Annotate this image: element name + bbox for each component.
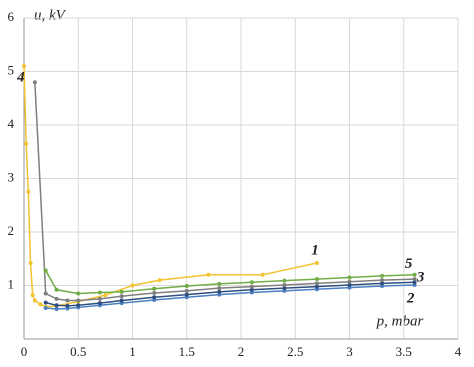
data-point	[54, 307, 59, 312]
y-tick-label: 1	[8, 276, 15, 291]
data-point	[76, 303, 81, 308]
data-point	[260, 272, 265, 277]
data-point	[347, 275, 352, 280]
x-tick-label: 1.5	[179, 344, 195, 359]
data-point	[152, 290, 157, 295]
data-point	[43, 268, 48, 273]
data-point	[43, 300, 48, 305]
data-point	[249, 287, 254, 292]
data-point	[380, 273, 385, 278]
data-point	[54, 303, 59, 308]
curve-label: 5	[405, 256, 413, 272]
data-point	[412, 272, 417, 277]
y-tick-label: 5	[8, 62, 15, 77]
data-point	[152, 295, 157, 300]
data-point	[130, 283, 135, 288]
x-tick-label: 0	[21, 344, 28, 359]
data-point	[314, 281, 319, 286]
curve-label: 4	[16, 70, 25, 86]
data-point	[97, 290, 102, 295]
data-point	[412, 277, 417, 282]
y-tick-label: 2	[8, 223, 15, 238]
data-point	[28, 261, 33, 266]
data-point	[54, 287, 59, 292]
series-line	[23, 66, 318, 308]
data-point	[103, 293, 108, 298]
series-line	[45, 270, 415, 295]
data-point	[119, 294, 124, 299]
y-tick-label: 6	[8, 9, 15, 24]
data-point	[38, 302, 43, 307]
data-point	[184, 288, 189, 293]
data-point	[32, 298, 37, 303]
x-tick-label: 2	[238, 344, 245, 359]
data-point	[314, 261, 319, 266]
data-point	[97, 296, 102, 301]
data-point	[380, 281, 385, 286]
data-point	[24, 141, 29, 146]
series-line	[34, 82, 415, 302]
data-point	[32, 80, 37, 85]
data-point	[43, 305, 48, 310]
data-point	[347, 282, 352, 287]
data-point	[412, 280, 417, 285]
data-point	[314, 277, 319, 282]
y-tick-label: 4	[8, 116, 15, 131]
data-point	[217, 281, 222, 286]
data-point	[217, 289, 222, 294]
data-point	[347, 279, 352, 284]
data-point	[249, 284, 254, 289]
data-point	[206, 272, 211, 277]
data-point	[282, 282, 287, 287]
data-point	[119, 298, 124, 303]
data-point	[26, 189, 31, 194]
x-tick-label: 0.5	[70, 344, 86, 359]
data-point	[249, 280, 254, 285]
data-point	[184, 284, 189, 289]
data-point	[119, 289, 124, 294]
curve-label: 2	[406, 290, 415, 306]
data-point	[22, 64, 26, 69]
data-point	[65, 298, 70, 303]
data-point	[184, 292, 189, 297]
data-point	[97, 301, 102, 306]
data-point	[380, 278, 385, 283]
y-tick-label: 3	[8, 169, 15, 184]
data-point	[157, 278, 162, 283]
data-point	[282, 278, 287, 283]
curve-label: 1	[311, 242, 319, 258]
data-point	[217, 286, 222, 291]
x-tick-label: 3.5	[396, 344, 412, 359]
x-tick-label: 1	[129, 344, 136, 359]
curve-label: 3	[416, 270, 425, 286]
x-tick-label: 2.5	[287, 344, 303, 359]
x-tick-label: 4	[455, 344, 462, 359]
x-axis-label: p, mbar	[376, 313, 424, 329]
data-point	[76, 298, 81, 303]
data-point	[54, 296, 59, 301]
data-point	[30, 293, 35, 298]
y-axis-label: u, kV	[34, 7, 67, 23]
data-point	[282, 286, 287, 291]
data-point	[76, 291, 81, 296]
data-point	[65, 303, 70, 308]
x-tick-label: 3	[346, 344, 353, 359]
data-point	[314, 284, 319, 289]
data-point	[152, 286, 157, 291]
data-point	[43, 291, 48, 296]
